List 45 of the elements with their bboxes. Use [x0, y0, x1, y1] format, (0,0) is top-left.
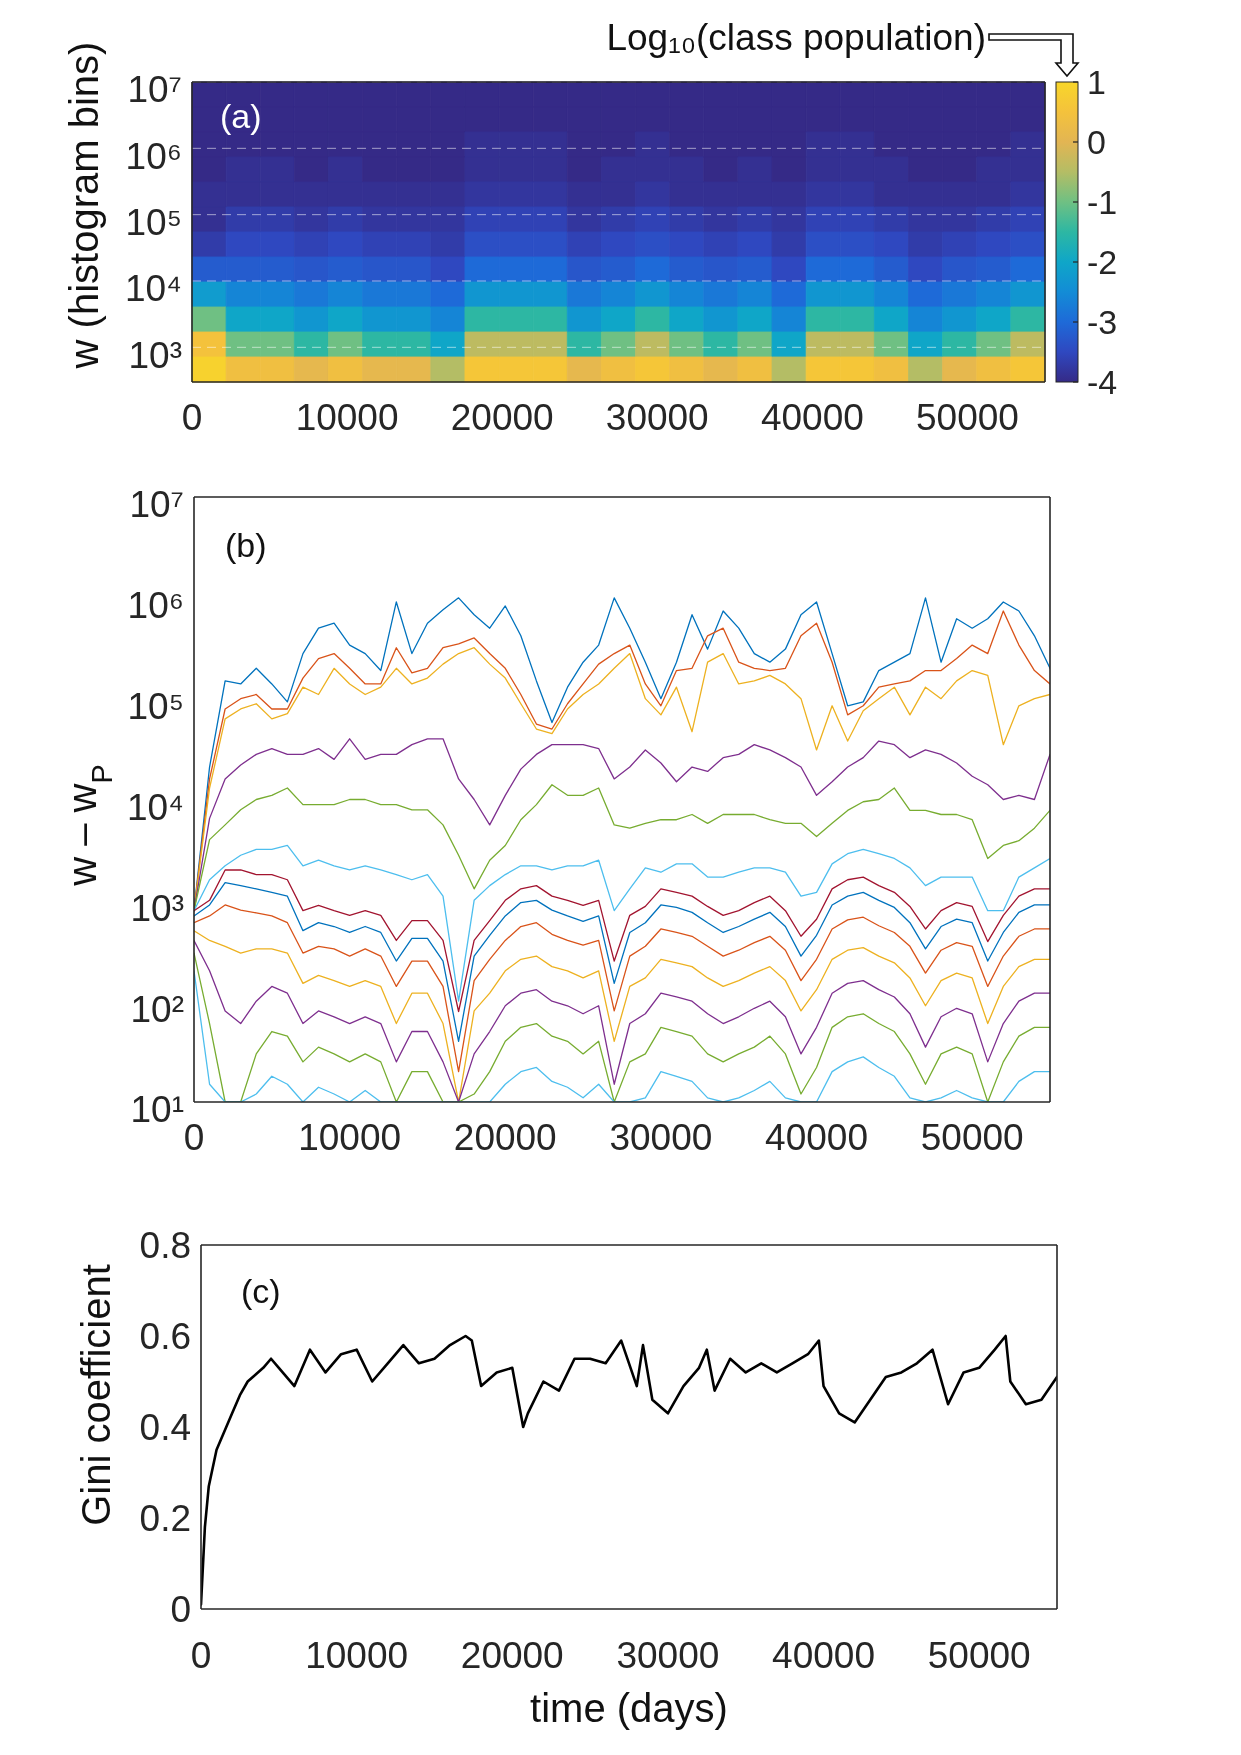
annotation: (b)	[225, 526, 267, 564]
x-tick-label: 10000	[295, 397, 399, 438]
y-tick-label: 10³	[128, 334, 182, 376]
color-bar-label: 1	[1087, 63, 1106, 102]
annotation: (a)	[220, 97, 262, 135]
x-tick-label: 40000	[772, 1635, 875, 1676]
x-tick-label: 20000	[460, 1635, 564, 1676]
y-tick-label: 0.8	[139, 1225, 191, 1267]
x-tick-label: 50000	[920, 1117, 1024, 1158]
y-tick-label: 10⁶	[127, 585, 184, 627]
x-tick-label: 20000	[453, 1117, 557, 1158]
color-bar-title: Log₁₀(class population)	[606, 17, 986, 58]
y-tick-label: 10⁴	[126, 786, 184, 828]
y-axis-title: w (histogram bins)	[62, 41, 106, 370]
x-tick-label: 50000	[916, 397, 1019, 438]
x-axis-title: time (days)	[530, 1686, 728, 1730]
color-bar-label: -4	[1087, 363, 1118, 402]
y-tick-label: 0.4	[139, 1407, 191, 1449]
color-bar-label: -2	[1087, 243, 1118, 282]
annotation: (c)	[241, 1272, 281, 1310]
y-tick-label: 10¹	[130, 1089, 184, 1131]
y-tick-label: 10²	[130, 988, 184, 1030]
y-tick-label: 0.6	[139, 1316, 191, 1358]
y-tick-label: 10⁴	[124, 268, 182, 310]
color-bar-label: -3	[1087, 303, 1118, 342]
y-axis-title: Gini coefficient	[74, 1264, 118, 1526]
x-tick-label: 30000	[609, 1117, 713, 1158]
y-tick-label: 10⁵	[127, 686, 184, 728]
color-bar-label: -1	[1087, 183, 1118, 222]
y-tick-label: 10³	[130, 887, 184, 929]
x-tick-label: 10000	[298, 1117, 402, 1158]
x-tick-label: 10000	[305, 1635, 409, 1676]
x-tick-label: 50000	[927, 1635, 1031, 1676]
y-tick-label: 10⁶	[125, 135, 182, 177]
y-tick-label: 10⁷	[127, 69, 182, 111]
x-tick-label: 30000	[605, 397, 709, 438]
color-bar-label: 0	[1087, 123, 1106, 162]
y-tick-label: 0	[170, 1589, 191, 1631]
x-tick-label: 40000	[760, 397, 864, 438]
x-tick-label: 30000	[616, 1635, 720, 1676]
x-tick-label: 20000	[450, 397, 554, 438]
y-tick-label: 10⁵	[125, 202, 182, 244]
y-tick-label: 0.2	[139, 1498, 191, 1540]
x-tick-label: 40000	[765, 1117, 868, 1158]
y-tick-label: 10⁷	[129, 484, 184, 526]
